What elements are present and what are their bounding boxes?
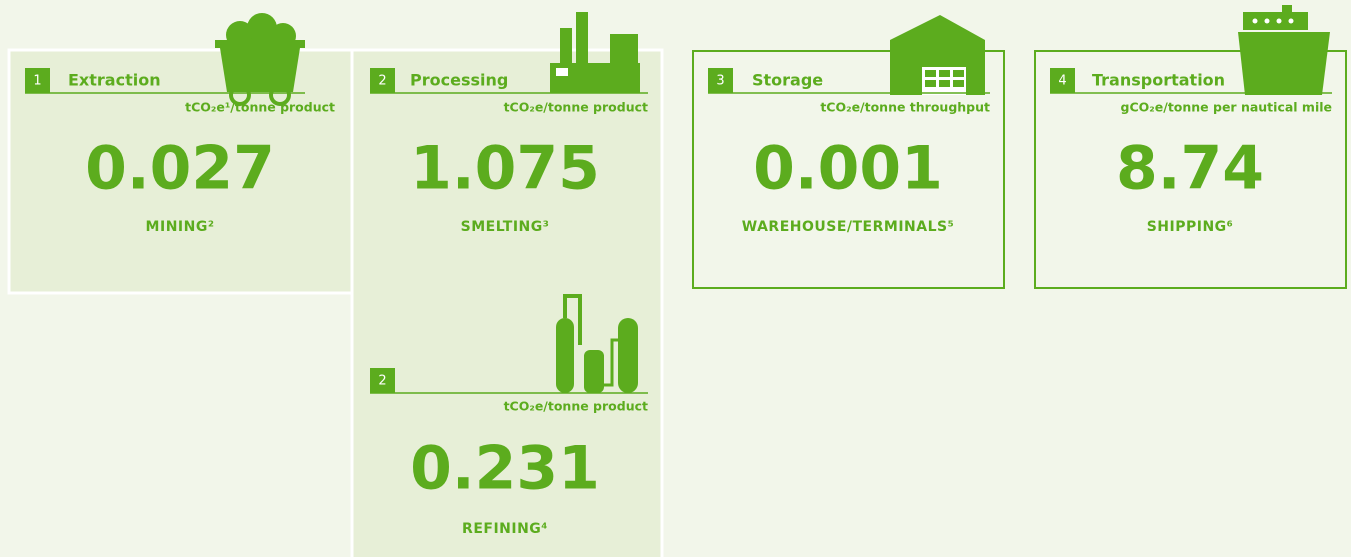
panel	[692, 50, 1005, 289]
badge-number: 1	[33, 74, 41, 89]
badge	[708, 68, 733, 93]
badge	[370, 68, 395, 93]
panel	[1034, 50, 1347, 289]
value: 0.027	[85, 134, 275, 204]
unit: tCO₂e/tonne product	[504, 399, 648, 414]
value: 8.74	[1116, 134, 1264, 204]
category: MINING²	[146, 219, 215, 235]
value: 0.231	[410, 434, 600, 504]
value: 1.075	[410, 134, 600, 204]
warehouse-icon	[890, 15, 985, 95]
card-title: Storage	[752, 71, 823, 90]
badge	[25, 68, 50, 93]
badge	[1050, 68, 1075, 93]
value: 0.001	[753, 134, 943, 204]
badge-number: 3	[716, 74, 724, 89]
ship-icon	[1238, 5, 1330, 95]
panel	[350, 48, 664, 557]
category: REFINING⁴	[462, 521, 548, 537]
card-title: Transportation	[1092, 71, 1225, 90]
category: WAREHOUSE/TERMINALS⁵	[742, 219, 954, 235]
badge	[370, 368, 395, 393]
unit: tCO₂e¹/tonne product	[185, 100, 335, 115]
unit: tCO₂e/tonne product	[504, 100, 648, 115]
category: SMELTING³	[461, 219, 550, 235]
badge-number: 2	[378, 74, 386, 89]
unit: gCO₂e/tonne per nautical mile	[1121, 100, 1332, 115]
minecart-icon	[215, 13, 305, 106]
badge-number: 2	[378, 374, 386, 389]
unit: tCO₂e/tonne throughput	[820, 100, 990, 115]
badge-number: 4	[1058, 74, 1066, 89]
category: SHIPPING⁶	[1147, 219, 1234, 235]
card-title: Extraction	[68, 71, 161, 90]
card-title: Processing	[410, 71, 508, 90]
panel	[7, 48, 354, 295]
factory-icon	[550, 12, 640, 93]
refinery-icon	[556, 294, 638, 393]
